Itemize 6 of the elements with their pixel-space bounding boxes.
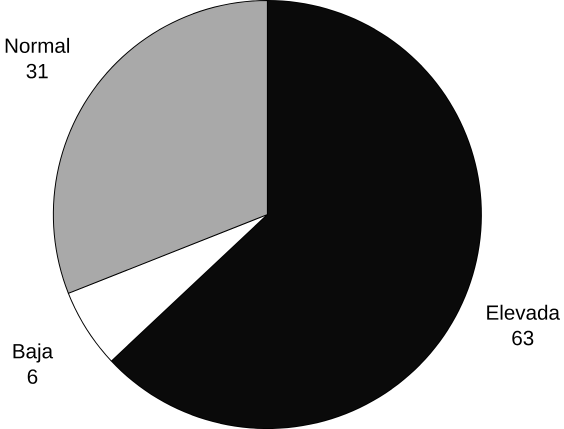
slice-label: Baja: [14, 343, 54, 363]
slice-label: Elevada: [487, 304, 560, 320]
slice-label: Normal: [6, 38, 70, 53]
data-label: 31: [26, 64, 48, 78]
data-label: 63: [512, 330, 534, 346]
data-label: 6: [28, 369, 38, 384]
